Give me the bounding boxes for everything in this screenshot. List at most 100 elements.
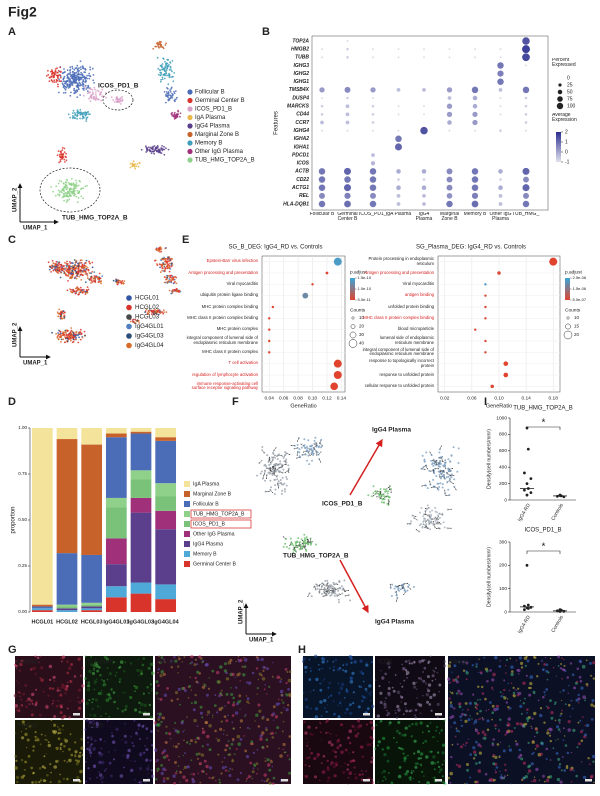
cell-dot: [268, 459, 271, 462]
enrichment-dot: [484, 351, 487, 354]
cell-dot: [71, 74, 73, 77]
cell-dot: [76, 64, 79, 67]
micrograph-speckle: [151, 744, 154, 747]
legend-label: IgG4GL04: [135, 342, 164, 349]
micrograph-speckle: [552, 747, 555, 750]
term-label: cellular response to unfolded protein: [364, 383, 434, 389]
micrograph-speckle: [237, 742, 241, 746]
micrograph-speckle: [114, 675, 117, 677]
cell-dot: [76, 274, 78, 277]
velocity-arrow: [423, 464, 427, 468]
micrograph-speckle: [330, 763, 332, 766]
micrograph-speckle: [246, 726, 249, 729]
cell-dot: [61, 332, 64, 335]
micrograph-speckle: [545, 688, 549, 691]
cell-dot: [173, 111, 176, 114]
velocity-arrow: [436, 521, 441, 524]
micrograph-speckle: [95, 698, 98, 702]
micrograph-speckle: [541, 659, 543, 661]
term-label: unfolded protein binding: [388, 303, 434, 309]
expression-dot: [371, 121, 375, 124]
micrograph-speckle: [134, 708, 138, 712]
gene-label: IGHG2: [293, 71, 309, 77]
cell-dot: [426, 504, 429, 507]
cell-dot: [63, 199, 65, 202]
micrograph-speckle: [432, 669, 434, 671]
micrograph-speckle: [485, 669, 489, 673]
micrograph-speckle: [344, 669, 348, 673]
micrograph-speckle: [322, 657, 326, 661]
micrograph-speckle: [526, 659, 530, 663]
micrograph-speckle: [114, 749, 116, 751]
cell-dot: [64, 91, 67, 94]
micrograph-speckle: [557, 765, 561, 769]
cell-dot: [174, 289, 177, 291]
micrograph-speckle: [538, 779, 541, 781]
cell-dot: [313, 586, 315, 589]
micrograph-speckle: [100, 747, 103, 750]
micrograph-speckle: [104, 740, 106, 743]
cell-dot: [76, 190, 79, 192]
cell-dot: [333, 583, 336, 586]
expression-dot: [421, 185, 427, 191]
bar-segment: [105, 538, 127, 565]
micrograph-speckle: [74, 754, 77, 758]
micrograph-speckle: [272, 776, 276, 780]
cell-dot: [58, 308, 60, 311]
cell-dot: [423, 458, 426, 461]
expression-dot: [397, 105, 400, 108]
cell-dot: [169, 91, 172, 93]
cell-dot: [168, 260, 170, 263]
stain-label: ICOS: [378, 660, 393, 666]
micrograph-speckle: [147, 773, 149, 775]
cell-dot: [69, 78, 71, 81]
cell-dot: [61, 154, 64, 157]
legend-swatch: [184, 541, 190, 547]
micrograph-speckle: [450, 726, 452, 728]
micrograph-speckle: [53, 731, 56, 735]
cell-dot: [117, 98, 120, 101]
micrograph-speckle: [139, 752, 143, 756]
micrograph-speckle: [176, 730, 180, 734]
cell-dot: [64, 161, 66, 163]
cell-dot: [72, 115, 74, 117]
micrograph-speckle: [345, 689, 349, 693]
micrograph-speckle: [149, 759, 152, 762]
micrograph-speckle: [123, 670, 126, 673]
cell-dot: [333, 586, 336, 589]
micrograph-speckle: [264, 760, 267, 762]
micrograph-speckle: [332, 765, 336, 769]
significance-bracket: [526, 426, 561, 430]
micrograph-speckle: [473, 720, 478, 724]
micrograph-speckle: [139, 707, 142, 710]
micrograph-speckle: [543, 780, 546, 783]
cell-dot: [273, 478, 276, 481]
cell-dot: [89, 75, 92, 78]
cell-dot: [75, 78, 77, 81]
group-label: Follicular B: [309, 212, 335, 217]
micrograph-speckle: [77, 696, 79, 699]
cell-dot: [82, 187, 85, 190]
cell-dot: [80, 78, 82, 81]
micrograph-speckle: [321, 660, 325, 664]
cell-dot: [119, 280, 122, 282]
cell-dot: [85, 268, 88, 271]
velocity-arrow: [300, 443, 305, 447]
cell-dot: [47, 261, 50, 264]
micrograph-speckle: [99, 773, 103, 777]
cell-dot: [77, 197, 80, 199]
cell-dot: [164, 247, 167, 249]
cell-dot: [160, 73, 163, 76]
cell-dot: [77, 72, 80, 74]
cell-dot: [65, 333, 68, 336]
cell-dot: [60, 80, 62, 83]
micrograph-speckle: [77, 688, 82, 692]
micrograph-speckle: [26, 747, 28, 749]
bar-segment: [56, 439, 78, 554]
micrograph-speckle: [555, 752, 559, 755]
micrograph-speckle: [92, 719, 95, 723]
x-tick-label: HCGL03: [81, 619, 103, 625]
micrograph-speckle: [379, 700, 383, 705]
micrograph-speckle: [370, 661, 373, 664]
